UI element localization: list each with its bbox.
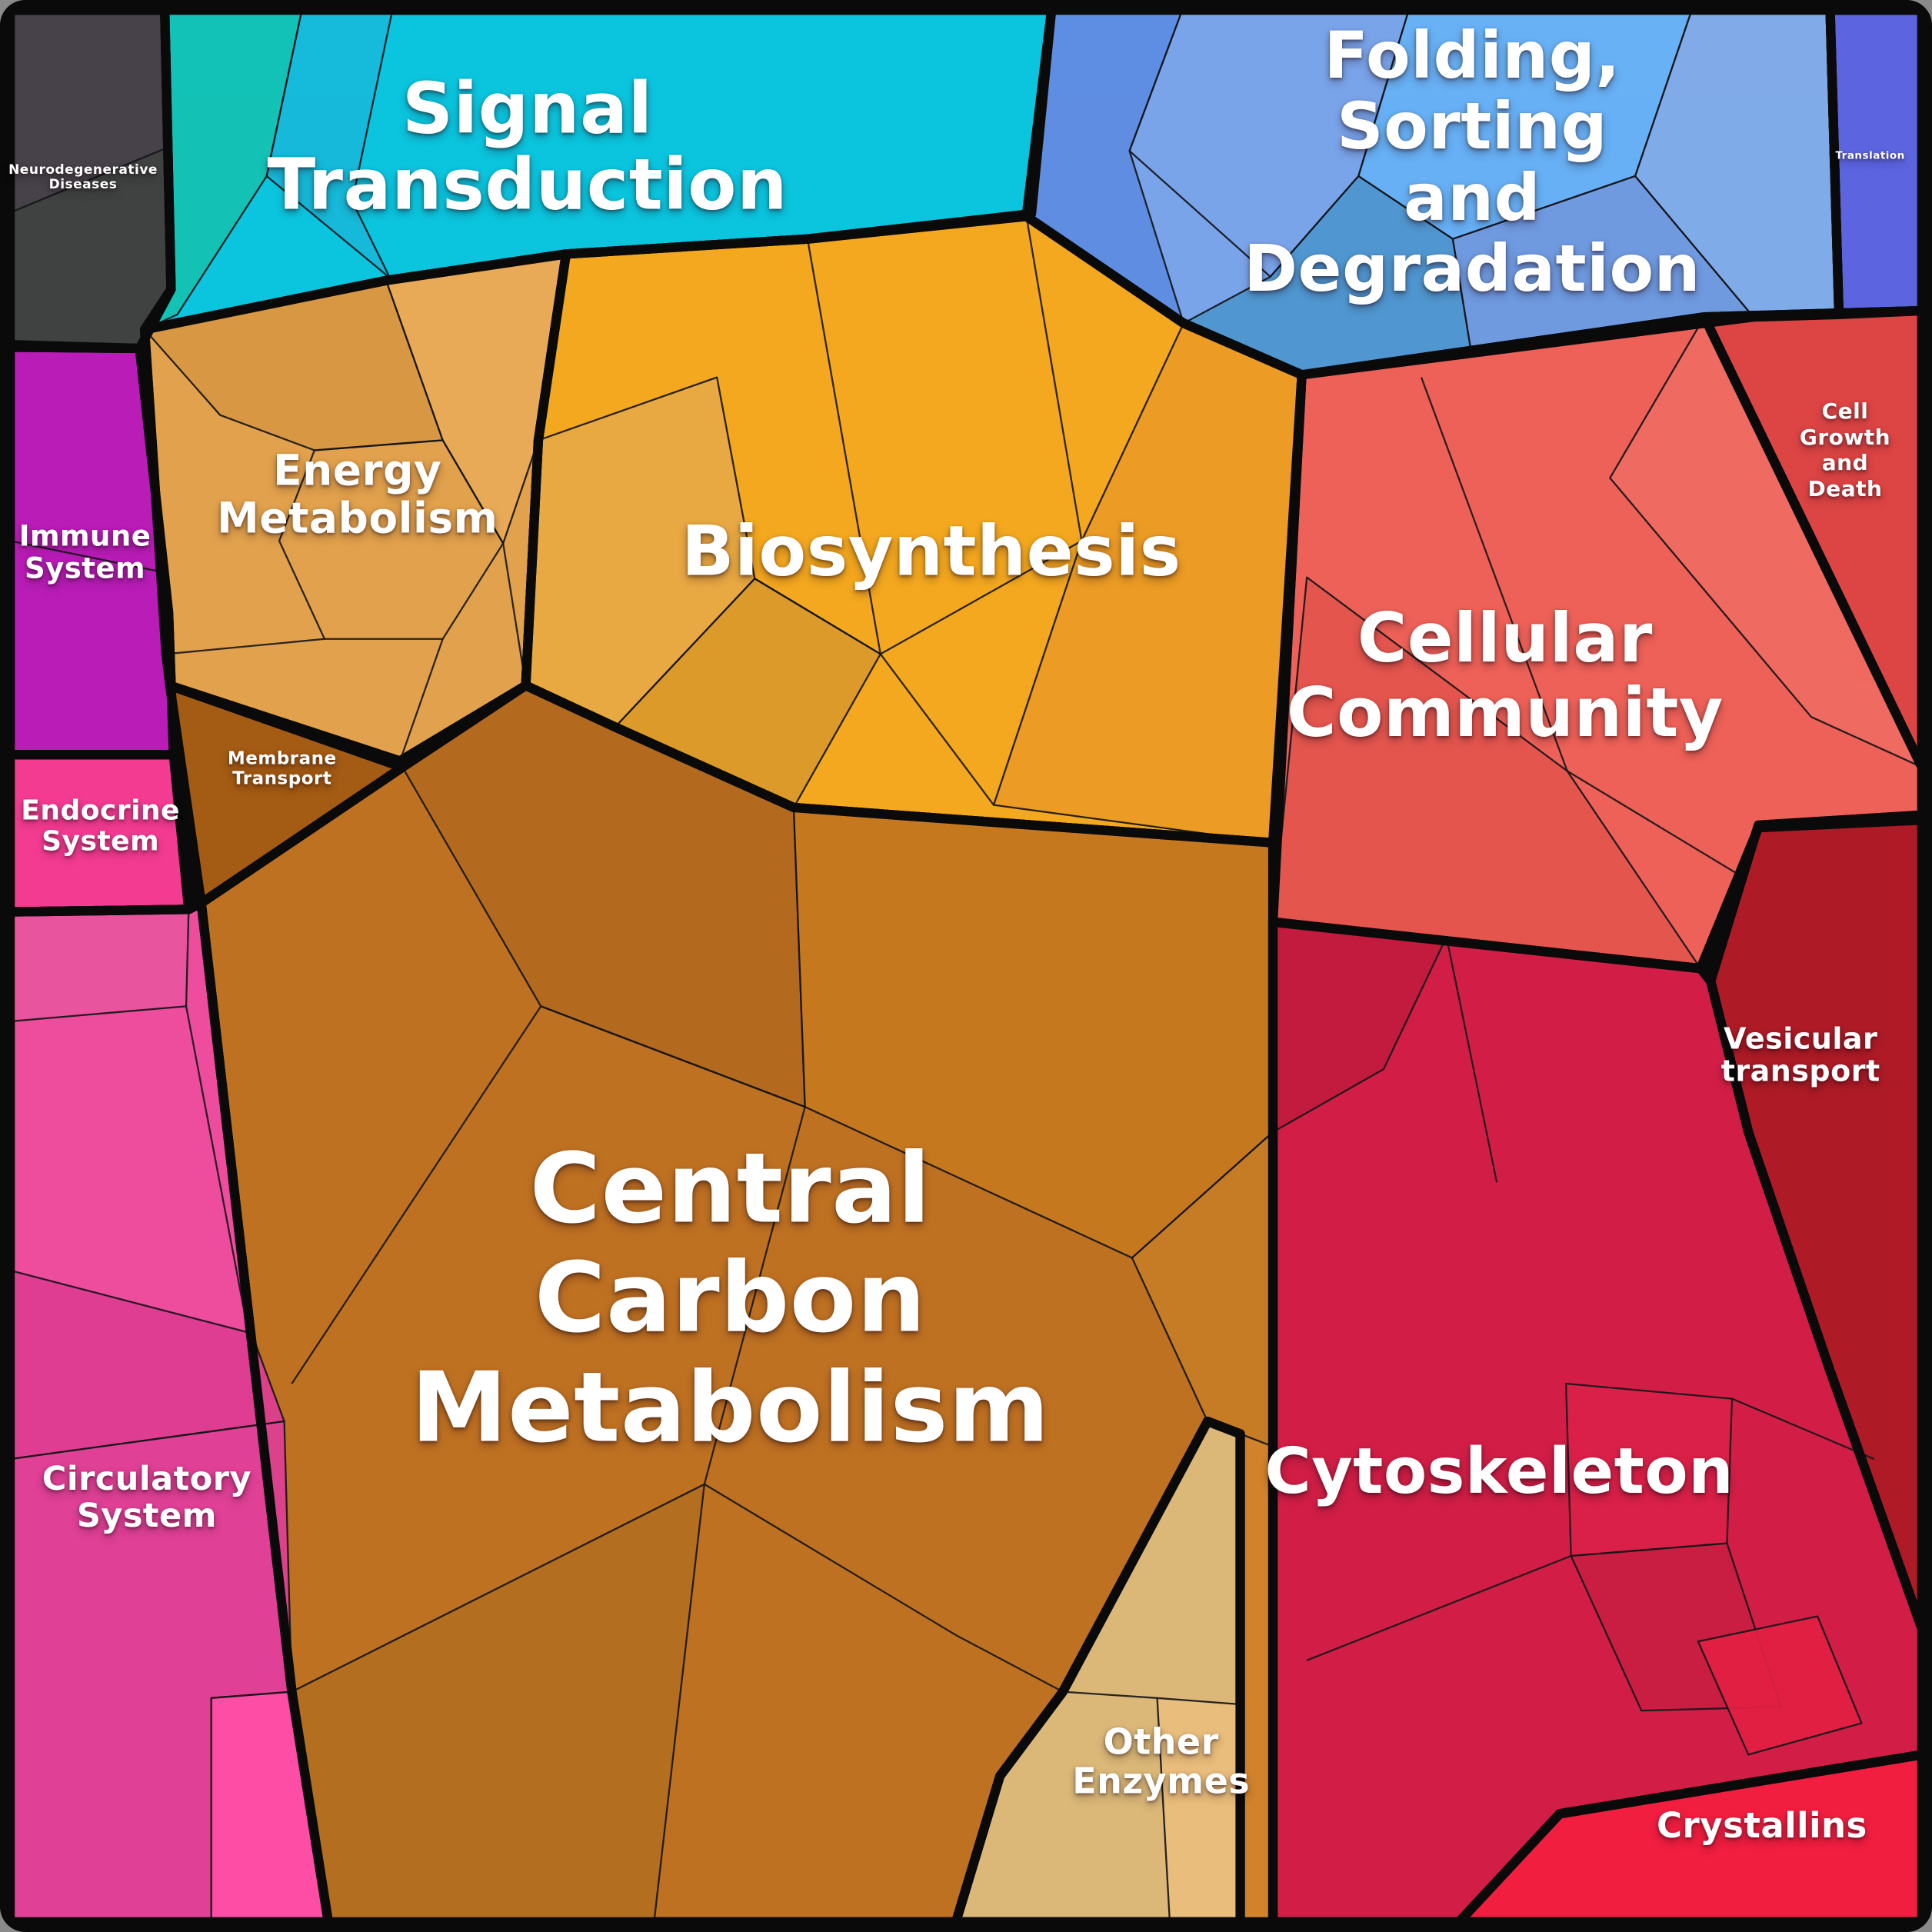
- region-cell-endocrine-system[interactable]: [7, 750, 194, 917]
- subcell-border-energy-metabolism-2: [165, 638, 325, 655]
- subcell-border-circulatory-system-0: [185, 1006, 248, 1324]
- subcell-border-biosynthesis-1: [880, 540, 1083, 655]
- subcell-border-cytoskeleton-1: [1731, 1397, 1875, 1461]
- region-border-central-carbon-metabolism: [196, 681, 1278, 1925]
- subcell-cytoskeleton-0: [1564, 1382, 1734, 1557]
- subcell-border-central-carbon-metabolism-3: [704, 1483, 1064, 1693]
- subcell-border-central-carbon-metabolism-0: [291, 1005, 542, 1384]
- region-border-immune-system: [7, 342, 178, 760]
- region-border-crystallins: [1454, 1750, 1925, 1925]
- subcell-border-other-enzymes-0: [1062, 1690, 1158, 1699]
- region-border-cell-growth-and-death: [1699, 305, 1925, 772]
- subcell-border-biosynthesis-3: [1025, 216, 1083, 541]
- subcell-border-cellular-community-0: [1567, 770, 1749, 881]
- subcell-other-enzymes-0: [1156, 1697, 1241, 1924]
- subcell-border-central-carbon-metabolism-2: [703, 1106, 806, 1485]
- subcell-border-cytoskeleton-0: [1306, 1554, 1572, 1661]
- subcell-border-energy-metabolism-3: [502, 543, 527, 686]
- region-border-cytoskeleton: [1267, 917, 1925, 1925]
- subcell-border-biosynthesis-2: [806, 238, 881, 655]
- region-border-other-enzymes: [951, 1416, 1245, 1925]
- subcell-cytoskeleton-3: [1697, 1615, 1863, 1756]
- subcell-central-carbon-metabolism-4: [1239, 1433, 1274, 1924]
- subcell-border-energy-metabolism-1: [398, 638, 444, 761]
- subcell-border-cytoskeleton-2: [1445, 937, 1498, 1183]
- subcell-border-central-carbon-metabolism-1: [540, 1005, 806, 1108]
- subcell-border-immune-system-0: [9, 540, 164, 574]
- subcell-border-cellular-community-1: [1420, 377, 1568, 771]
- subcell-circulatory-system-0: [8, 908, 190, 1023]
- region-cell-translation[interactable]: [1825, 7, 1925, 319]
